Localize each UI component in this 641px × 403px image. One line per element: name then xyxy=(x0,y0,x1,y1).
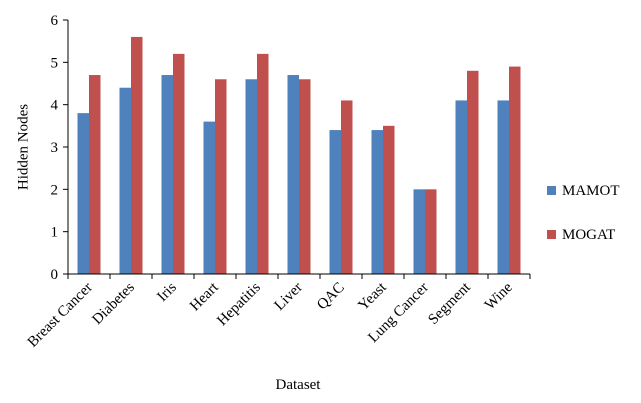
bar-mogat-segment xyxy=(467,70,479,274)
y-tick-label: 3 xyxy=(51,140,59,156)
bar-mogat-lung-cancer xyxy=(425,189,437,274)
bar-mogat-iris xyxy=(173,53,185,274)
y-tick-label: 1 xyxy=(51,225,59,241)
bar-mogat-qac xyxy=(341,100,353,274)
x-tick-label: Wine xyxy=(482,279,516,313)
bar-mogat-hepatitis xyxy=(257,53,269,274)
bar-mamot-lung-cancer xyxy=(413,189,425,274)
y-tick-label: 6 xyxy=(51,13,59,29)
y-axis-title: Hidden Nodes xyxy=(15,104,31,190)
legend: MAMOT MOGAT xyxy=(547,183,620,243)
y-tick-label: 2 xyxy=(51,182,59,198)
x-tick-label: Yeast xyxy=(355,279,390,314)
y-tick-label: 5 xyxy=(51,55,59,71)
x-tick-label: Liver xyxy=(272,280,306,314)
bar-mamot-hepatitis xyxy=(245,79,257,275)
bar-mamot-wine xyxy=(497,100,509,274)
legend-label-mogat: MOGAT xyxy=(562,227,615,243)
x-tick-label: Breast Cancer xyxy=(25,280,96,351)
x-tick-label: Iris xyxy=(154,279,180,305)
x-tick-label: QAC xyxy=(314,280,348,314)
bars-layer xyxy=(77,36,521,275)
bar-mogat-yeast xyxy=(383,125,395,274)
legend-label-mamot: MAMOT xyxy=(562,183,620,199)
legend-swatch-mogat xyxy=(547,230,556,239)
y-tick-label: 4 xyxy=(51,98,59,114)
bar-mamot-iris xyxy=(161,75,173,275)
y-tick-label: 0 xyxy=(51,267,59,283)
bar-mogat-wine xyxy=(509,66,521,274)
bar-mogat-diabetes xyxy=(131,36,143,274)
bar-mamot-breast-cancer xyxy=(77,113,89,274)
bar-mamot-liver xyxy=(287,75,299,275)
legend-swatch-mamot xyxy=(547,186,556,195)
bar-mamot-yeast xyxy=(371,130,383,274)
bar-mamot-segment xyxy=(455,100,467,274)
bar-mogat-liver xyxy=(299,79,311,275)
bar-mamot-qac xyxy=(329,130,341,274)
bar-mamot-heart xyxy=(203,121,215,274)
x-tick-label: Hepatitis xyxy=(214,279,264,329)
x-axis-title: Dataset xyxy=(276,377,322,393)
x-tick-label: Diabetes xyxy=(89,279,138,328)
x-tick-label: Segment xyxy=(425,279,474,328)
bar-mamot-diabetes xyxy=(119,87,131,274)
bar-mogat-breast-cancer xyxy=(89,75,101,275)
x-tick-label: Heart xyxy=(187,279,222,314)
bar-mogat-heart xyxy=(215,79,227,275)
